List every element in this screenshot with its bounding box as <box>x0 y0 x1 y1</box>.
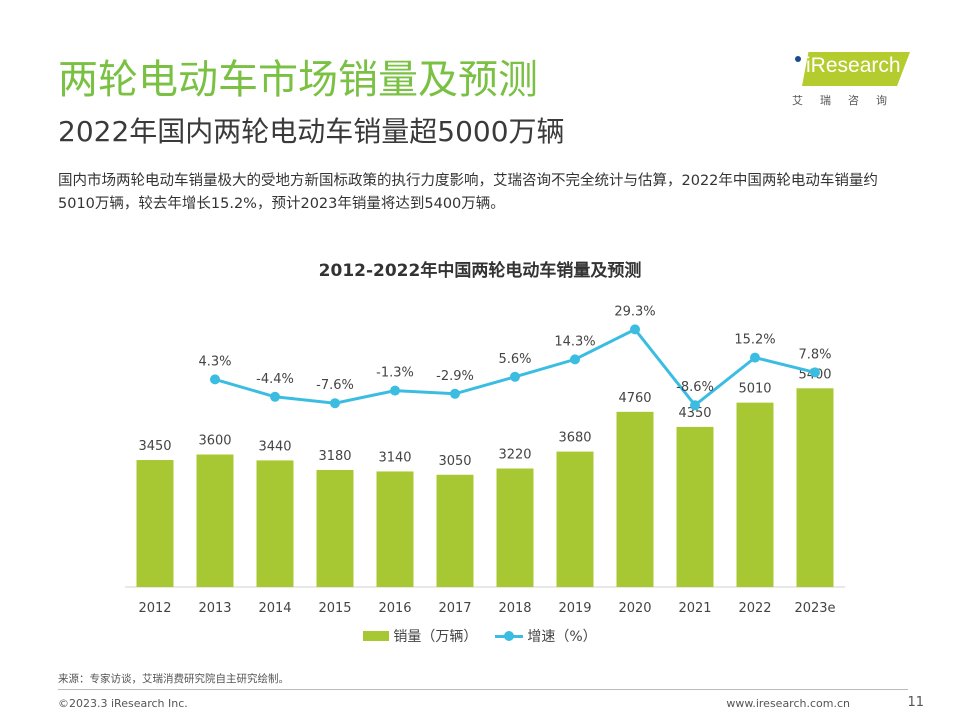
x-tick-2016: 2016 <box>378 601 411 616</box>
growth-label-2014: -4.4% <box>256 372 294 387</box>
growth-label-2018: 5.6% <box>498 352 531 367</box>
growth-point-2021 <box>690 400 700 411</box>
growth-point-2016 <box>390 385 400 396</box>
x-tick-2012: 2012 <box>138 601 171 616</box>
copyright-text: ©2023.3 iResearch Inc. <box>58 697 188 710</box>
bar-2022 <box>736 402 774 587</box>
growth-label-2017: -2.9% <box>436 369 474 384</box>
logo-cn-text: 艾瑞咨询 <box>792 94 904 107</box>
legend-label-growth: 增速（%） <box>527 629 597 645</box>
growth-label-2013: 4.3% <box>198 354 231 369</box>
growth-label-2021: -8.6% <box>676 380 714 395</box>
logo-badge: iResearch <box>802 52 910 86</box>
website-link[interactable]: www.iresearch.com.cn <box>726 697 850 710</box>
legend-item-sales: 销量（万辆） <box>363 626 477 646</box>
growth-point-2022 <box>750 352 760 363</box>
page-subtitle: 2022年国内两轮电动车销量超5000万辆 <box>58 115 565 148</box>
bar-2017 <box>436 474 474 587</box>
page-title: 两轮电动车市场销量及预测 <box>58 57 538 103</box>
bar-2021 <box>676 426 714 587</box>
x-tick-2014: 2014 <box>258 601 291 616</box>
chart-legend: 销量（万辆） 增速（%） <box>0 626 960 646</box>
x-tick-2020: 2020 <box>618 601 651 616</box>
x-tick-2018: 2018 <box>498 601 531 616</box>
bar-label-2022: 5010 <box>738 382 771 397</box>
growth-point-2013 <box>210 374 220 385</box>
growth-point-2019 <box>570 354 580 365</box>
logo-dot-icon <box>795 56 801 62</box>
iresearch-logo: iResearch 艾瑞咨询 <box>792 52 912 112</box>
bar-label-2021: 4350 <box>678 406 711 421</box>
source-note: 来源：专家访谈，艾瑞消费研究院自主研究绘制。 <box>58 673 289 685</box>
x-tick-2015: 2015 <box>318 601 351 616</box>
growth-point-2020 <box>630 324 640 335</box>
bar-label-2012: 3450 <box>138 439 171 454</box>
bar-2015 <box>316 469 354 587</box>
bar-label-2014: 3440 <box>258 439 291 454</box>
growth-point-2017 <box>450 388 460 399</box>
x-tick-2023e: 2023e <box>794 601 835 616</box>
growth-line <box>214 327 816 408</box>
growth-point-2018 <box>510 371 520 382</box>
logo-brand-text: iResearch <box>806 54 901 77</box>
legend-line-swatch <box>495 630 524 642</box>
x-tick-2021: 2021 <box>678 601 711 616</box>
bar-label-2016: 3140 <box>378 450 411 465</box>
x-tick-2013: 2013 <box>198 601 231 616</box>
bar-label-2019: 3680 <box>558 431 591 446</box>
bar-2020 <box>616 411 654 587</box>
page-number: 11 <box>907 695 924 710</box>
growth-point-2014 <box>270 391 280 402</box>
growth-point-2015 <box>330 398 340 409</box>
bar-label-2015: 3180 <box>318 449 351 464</box>
legend-label-sales: 销量（万辆） <box>393 629 478 645</box>
growth-label-2019: 14.3% <box>554 334 595 349</box>
bar-label-2020: 4760 <box>618 391 651 406</box>
growth-label-2023e: 7.8% <box>798 347 831 362</box>
bar-2013 <box>196 454 234 587</box>
growth-label-2015: -7.6% <box>316 378 354 393</box>
footer-divider <box>58 689 908 690</box>
bar-2014 <box>256 460 294 587</box>
growth-point-2023e <box>810 367 820 378</box>
bar-label-2017: 3050 <box>438 454 471 469</box>
bar-2023e <box>796 388 834 587</box>
x-tick-2022: 2022 <box>738 601 771 616</box>
growth-label-2020: 29.3% <box>614 304 655 319</box>
description-text: 国内市场两轮电动车销量极大的受地方新国标政策的执行力度影响，艾瑞咨询不完全统计与… <box>58 173 878 212</box>
bar-2018 <box>496 468 534 587</box>
legend-item-growth: 增速（%） <box>495 626 597 646</box>
x-tick-2019: 2019 <box>558 601 591 616</box>
chart-title: 2012-2022年中国两轮电动车销量及预测 <box>318 261 642 281</box>
bar-2012 <box>136 460 174 587</box>
bar-label-2013: 3600 <box>198 434 231 449</box>
bar-label-2018: 3220 <box>498 448 531 463</box>
growth-label-2016: -1.3% <box>376 366 414 381</box>
growth-label-2022: 15.2% <box>734 333 775 348</box>
bar-2019 <box>556 451 594 587</box>
bar-2016 <box>376 471 414 587</box>
legend-bar-swatch <box>363 631 390 641</box>
x-tick-2017: 2017 <box>438 601 471 616</box>
